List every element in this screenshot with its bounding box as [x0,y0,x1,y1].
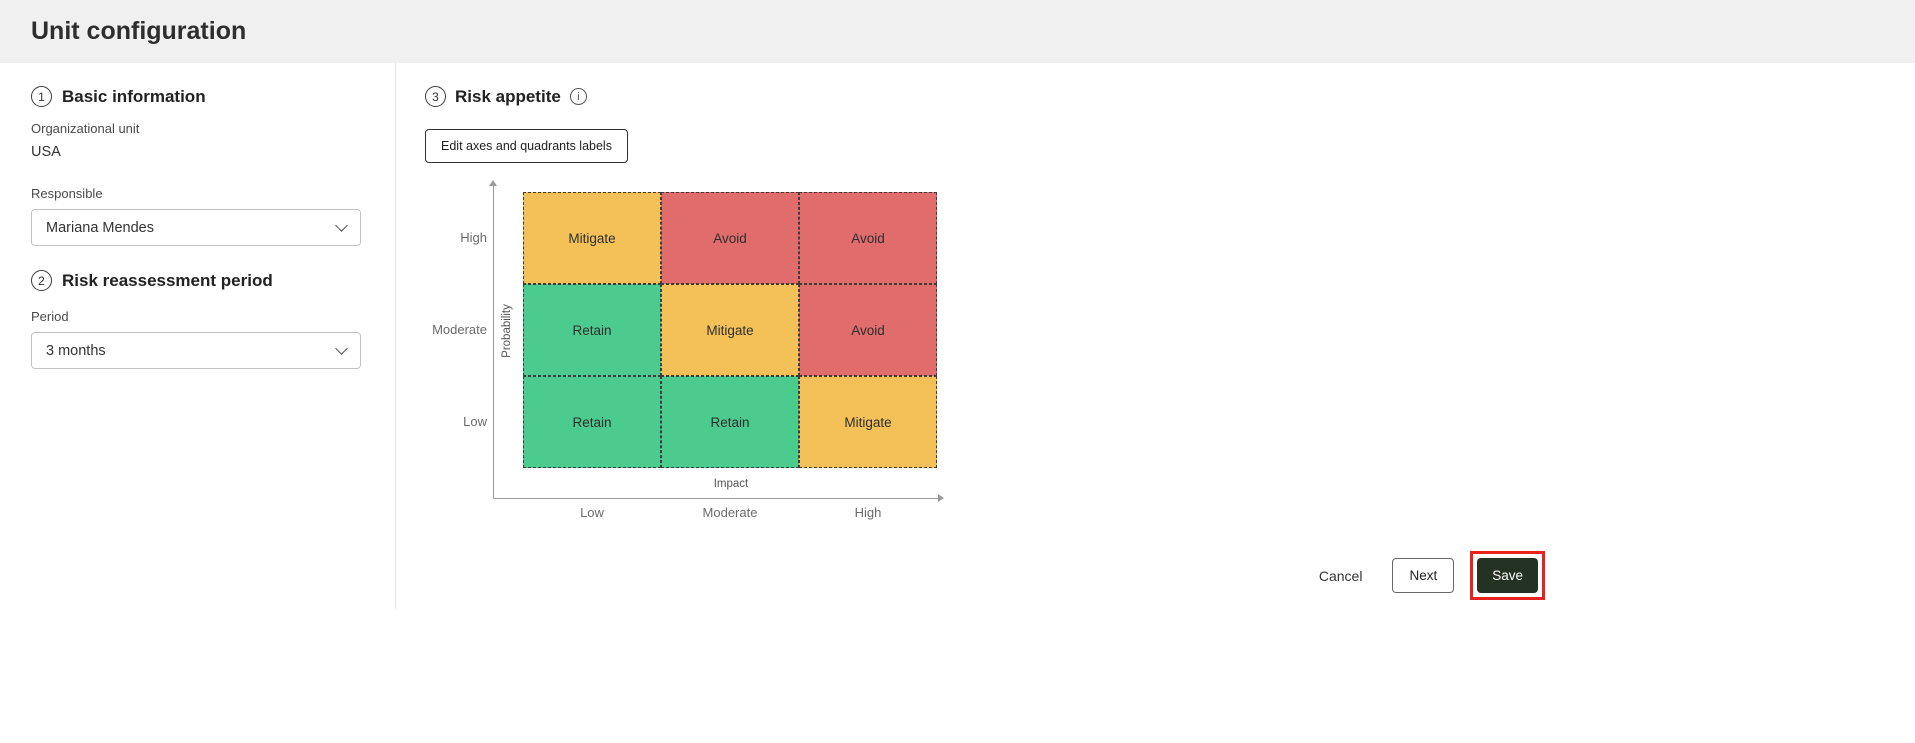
chevron-down-icon [335,341,348,355]
col-label-low: Low [580,505,604,520]
col-label-moderate: Moderate [702,505,758,520]
y-axis-line [493,185,494,498]
section-risk-appetite: 3 Risk appetite i [425,86,1915,107]
period-select[interactable]: 3 months [31,332,361,369]
matrix-cell[interactable]: Retain [661,376,799,468]
risk-reassessment-title: Risk reassessment period [62,270,273,290]
x-axis-line [493,498,941,499]
responsible-label: Responsible [31,186,103,201]
matrix-cell[interactable]: Retain [523,376,661,468]
org-unit-label: Organizational unit [31,121,140,136]
content-area: 1 Basic information Organizational unit … [0,63,1915,609]
responsible-select[interactable]: Mariana Mendes [31,209,361,246]
right-panel: 3 Risk appetite i Edit axes and quadrant… [396,63,1915,609]
matrix-cell[interactable]: Avoid [799,284,937,376]
risk-appetite-title: Risk appetite [455,86,561,106]
col-label-high: High [854,505,882,520]
y-axis-arrow-icon [489,180,497,186]
org-unit-value: USA [31,144,61,160]
responsible-select-value: Mariana Mendes [46,219,154,236]
period-select-value: 3 months [46,342,106,359]
matrix-cell[interactable]: Mitigate [799,376,937,468]
period-label: Period [31,309,69,324]
save-button[interactable]: Save [1477,558,1538,593]
basic-information-title: Basic information [62,86,206,106]
x-axis-arrow-icon [938,494,944,502]
matrix-cell[interactable]: Avoid [799,192,937,284]
matrix-cell[interactable]: Avoid [661,192,799,284]
step-2-badge: 2 [31,270,52,291]
matrix-grid: Mitigate Avoid Avoid Retain Mitigate Avo… [523,192,937,468]
row-label-moderate: Moderate [432,322,487,337]
page-header: Unit configuration [0,0,1915,63]
annotation-highlight: Save [1470,551,1545,600]
y-axis-label: Probability [501,304,513,358]
page-title: Unit configuration [31,17,247,45]
footer-actions: Cancel Next Save [1305,551,1545,600]
left-panel: 1 Basic information Organizational unit … [0,63,396,609]
edit-axes-quadrants-button[interactable]: Edit axes and quadrants labels [425,129,628,163]
matrix-cell[interactable]: Mitigate [523,192,661,284]
section-basic-information: 1 Basic information [31,86,361,107]
chevron-down-icon [335,218,348,232]
info-icon[interactable]: i [569,88,587,105]
row-label-low: Low [463,414,487,429]
step-3-badge: 3 [425,86,446,107]
row-label-high: High [460,230,487,245]
risk-matrix: Probability Impact High Moderate Low Mit… [425,180,1045,533]
section-risk-reassessment: 2 Risk reassessment period [31,270,361,291]
cancel-button[interactable]: Cancel [1305,560,1377,592]
step-1-badge: 1 [31,86,52,107]
x-axis-label: Impact [713,478,749,490]
matrix-cell[interactable]: Retain [523,284,661,376]
matrix-cell[interactable]: Mitigate [661,284,799,376]
next-button[interactable]: Next [1392,558,1455,593]
